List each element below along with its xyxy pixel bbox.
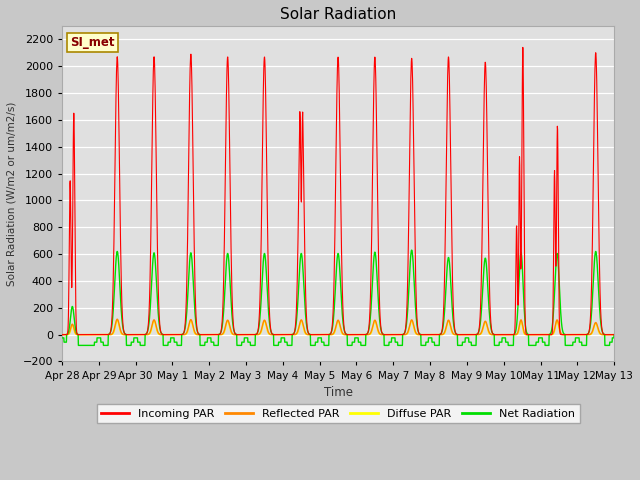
X-axis label: Time: Time	[324, 386, 353, 399]
Text: SI_met: SI_met	[70, 36, 115, 49]
Legend: Incoming PAR, Reflected PAR, Diffuse PAR, Net Radiation: Incoming PAR, Reflected PAR, Diffuse PAR…	[97, 404, 580, 423]
Title: Solar Radiation: Solar Radiation	[280, 7, 396, 22]
Y-axis label: Solar Radiation (W/m2 or um/m2/s): Solar Radiation (W/m2 or um/m2/s)	[7, 101, 17, 286]
